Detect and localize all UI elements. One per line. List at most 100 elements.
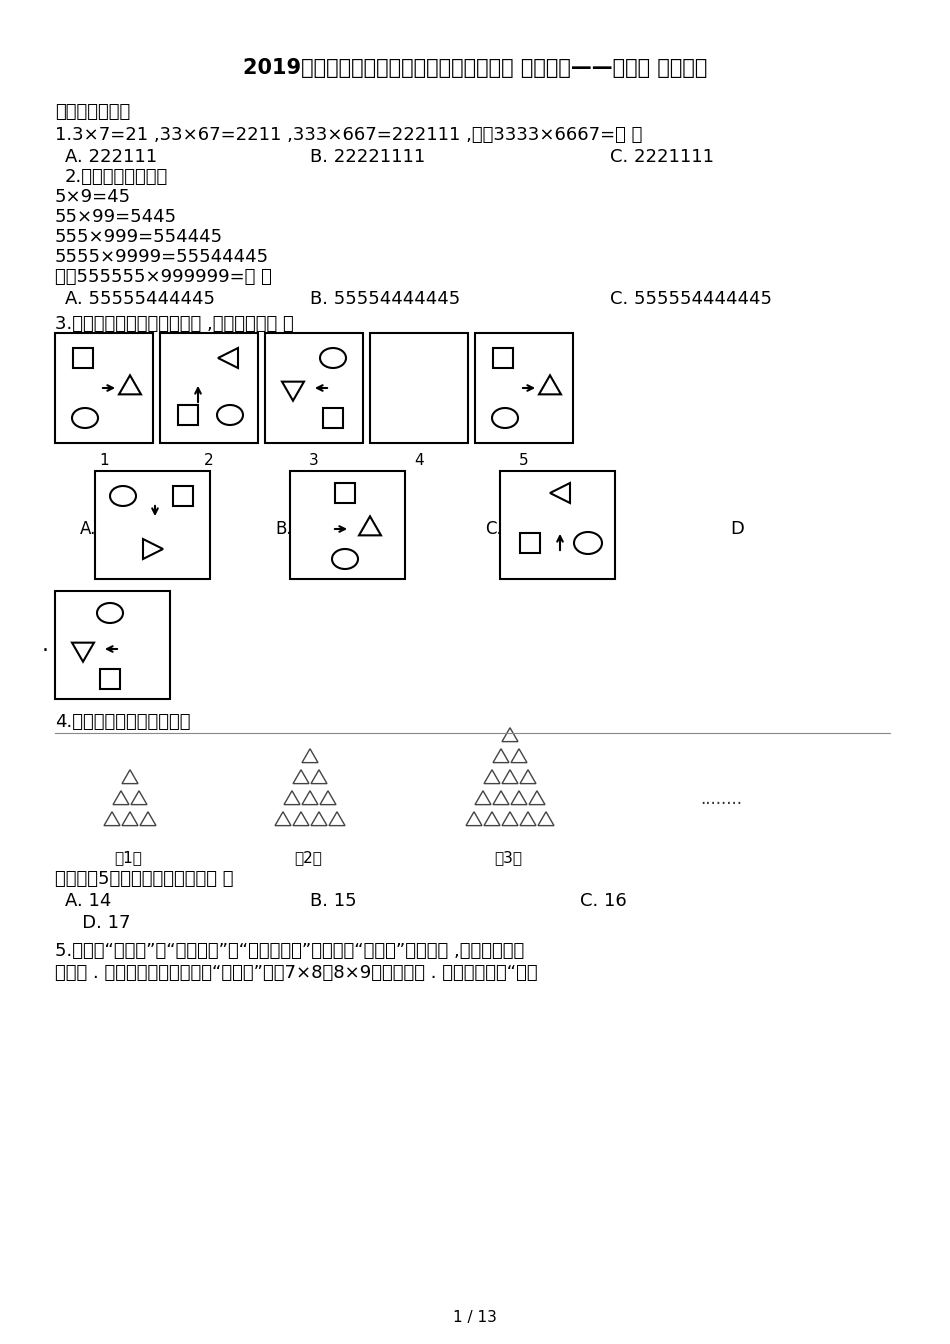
Polygon shape — [502, 812, 518, 825]
Text: 555×999=554445: 555×999=554445 — [55, 228, 223, 246]
Polygon shape — [511, 749, 527, 762]
Bar — [493, 348, 513, 368]
Polygon shape — [493, 790, 509, 805]
Polygon shape — [113, 790, 129, 805]
Bar — [265, 333, 363, 444]
Ellipse shape — [72, 409, 98, 427]
Polygon shape — [131, 790, 147, 805]
Polygon shape — [122, 812, 138, 825]
Polygon shape — [275, 812, 291, 825]
Text: 1 / 13: 1 / 13 — [453, 1310, 497, 1325]
Bar — [95, 470, 210, 579]
Ellipse shape — [110, 487, 136, 505]
Text: 4.按如下规律摇放三角形：: 4.按如下规律摇放三角形： — [55, 714, 191, 731]
Text: D. 17: D. 17 — [65, 914, 130, 931]
Bar — [55, 591, 170, 699]
Bar — [500, 470, 615, 579]
Polygon shape — [329, 812, 345, 825]
Polygon shape — [72, 642, 94, 661]
Polygon shape — [484, 812, 500, 825]
Text: B. 22221111: B. 22221111 — [310, 148, 426, 167]
Polygon shape — [311, 770, 327, 784]
Text: （1）: （1） — [114, 849, 142, 866]
Ellipse shape — [492, 409, 518, 427]
Text: 55×99=5445: 55×99=5445 — [55, 208, 177, 226]
Bar — [323, 409, 343, 427]
Bar — [73, 348, 93, 368]
Polygon shape — [293, 770, 309, 784]
Ellipse shape — [332, 548, 358, 569]
Polygon shape — [311, 812, 327, 825]
Text: 5×9=45: 5×9=45 — [55, 188, 131, 206]
Polygon shape — [143, 539, 163, 559]
Polygon shape — [284, 790, 300, 805]
Text: A. 55555444445: A. 55555444445 — [65, 290, 215, 308]
Polygon shape — [539, 375, 561, 394]
Polygon shape — [320, 790, 336, 805]
Polygon shape — [302, 790, 318, 805]
Polygon shape — [104, 812, 120, 825]
Bar — [160, 333, 258, 444]
Text: C.: C. — [485, 520, 502, 538]
Polygon shape — [122, 770, 138, 784]
Text: B. 55554444445: B. 55554444445 — [310, 290, 460, 308]
Polygon shape — [466, 812, 482, 825]
Text: 那么555555×999999=［ ］: 那么555555×999999=［ ］ — [55, 267, 272, 286]
Polygon shape — [520, 812, 536, 825]
Text: 5.法国的“小九九”从“一一得一”到“五五二十五”和我国的“小九九”是一样的 ,后面的就改用: 5.法国的“小九九”从“一一得一”到“五五二十五”和我国的“小九九”是一样的 ,… — [55, 942, 524, 960]
Text: 3.根据下面几幅图的排列规律 ,第四幅图是［ ］: 3.根据下面几幅图的排列规律 ,第四幅图是［ ］ — [55, 314, 294, 333]
Text: A. 14: A. 14 — [65, 892, 111, 910]
Bar — [520, 534, 540, 552]
Text: 2: 2 — [204, 453, 214, 468]
Text: ........: ........ — [700, 790, 742, 808]
Ellipse shape — [320, 348, 346, 368]
Bar — [370, 333, 468, 444]
Text: 手势了 . 如图两个图框是用法国“小九九”计算7×8和8×9的两个例如 . 假设用法国的“小九: 手势了 . 如图两个图框是用法国“小九九”计算7×8和8×9的两个例如 . 假设… — [55, 964, 538, 982]
Polygon shape — [529, 790, 545, 805]
Bar — [475, 333, 573, 444]
Bar — [290, 470, 405, 579]
Text: 一、单项选择题: 一、单项选择题 — [55, 103, 130, 121]
Ellipse shape — [97, 603, 123, 624]
Polygon shape — [502, 727, 518, 742]
Polygon shape — [218, 348, 238, 368]
Text: B.: B. — [275, 520, 292, 538]
Bar — [178, 405, 198, 425]
Polygon shape — [475, 790, 491, 805]
Text: C. 16: C. 16 — [580, 892, 627, 910]
Ellipse shape — [574, 532, 602, 554]
Polygon shape — [302, 749, 318, 762]
Text: 那么第［5］堆三角形的个数为［ ］: 那么第［5］堆三角形的个数为［ ］ — [55, 870, 234, 888]
Text: D: D — [730, 520, 744, 538]
Text: A. 222111: A. 222111 — [65, 148, 157, 167]
Polygon shape — [550, 482, 570, 503]
Bar — [335, 482, 355, 503]
Polygon shape — [538, 812, 554, 825]
Text: B. 15: B. 15 — [310, 892, 356, 910]
Bar — [100, 669, 120, 689]
Bar — [55, 333, 153, 444]
Text: 5: 5 — [520, 453, 529, 468]
Text: 2.观察下面的算式：: 2.观察下面的算式： — [65, 168, 168, 185]
Polygon shape — [493, 749, 509, 762]
Text: C. 2221111: C. 2221111 — [610, 148, 714, 167]
Polygon shape — [511, 790, 527, 805]
Polygon shape — [484, 770, 500, 784]
Text: .: . — [42, 634, 49, 655]
Text: 1: 1 — [99, 453, 109, 468]
Text: C. 555554444445: C. 555554444445 — [610, 290, 772, 308]
Polygon shape — [140, 812, 156, 825]
Bar — [173, 487, 193, 505]
Text: 5555×9999=55544445: 5555×9999=55544445 — [55, 249, 269, 266]
Ellipse shape — [217, 405, 243, 425]
Polygon shape — [282, 382, 304, 401]
Text: 1.3×7=21 ,33×67=2211 ,333×667=222111 ,那么3333×6667=［ ］: 1.3×7=21 ,33×67=2211 ,333×667=222111 ,那么… — [55, 126, 642, 144]
Text: （2）: （2） — [294, 849, 322, 866]
Text: 2019年人教版小学数学六年级上册第八单元 数学广角——数与形 同步训练: 2019年人教版小学数学六年级上册第八单元 数学广角——数与形 同步训练 — [243, 58, 707, 78]
Polygon shape — [293, 812, 309, 825]
Polygon shape — [502, 770, 518, 784]
Text: （3）: （3） — [494, 849, 522, 866]
Polygon shape — [119, 375, 141, 394]
Polygon shape — [520, 770, 536, 784]
Text: 4: 4 — [414, 453, 424, 468]
